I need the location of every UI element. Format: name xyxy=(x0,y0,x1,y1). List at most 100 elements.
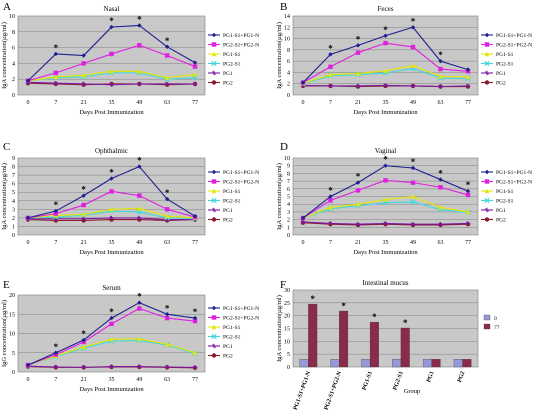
legend-marker xyxy=(211,324,217,330)
data-point xyxy=(192,350,198,355)
legend-marker xyxy=(211,42,217,47)
legend-label: 0 xyxy=(494,316,497,322)
data-point xyxy=(438,177,443,182)
legend-label: PG1-S1 xyxy=(223,325,241,331)
data-point xyxy=(355,71,361,76)
legend-label: PG1 xyxy=(223,208,233,214)
data-point xyxy=(164,196,170,202)
data-point xyxy=(137,193,142,198)
bar xyxy=(431,359,441,368)
data-point xyxy=(383,68,388,73)
data-point xyxy=(109,215,114,221)
legend-marker xyxy=(211,169,217,175)
y-tick-label: 0 xyxy=(12,93,15,99)
legend-label: PG2 xyxy=(223,81,233,87)
x-tick-label: 63 xyxy=(164,240,170,246)
legend-marker xyxy=(484,217,490,222)
legend-label: PG1 xyxy=(496,208,506,214)
data-point xyxy=(438,66,443,72)
y-axis-label: IgA concentration(µg/ml) xyxy=(276,163,283,230)
data-point xyxy=(192,64,198,69)
data-point xyxy=(438,84,443,89)
y-tick-label: 20 xyxy=(284,314,290,320)
legend-label: PG1-S1+PG1-N xyxy=(223,33,259,39)
x-tick-label: 35 xyxy=(109,100,115,106)
legend-label: PG2 xyxy=(223,354,233,360)
data-point xyxy=(465,83,471,89)
data-point xyxy=(192,318,198,324)
y-tick-label: 4 xyxy=(287,202,290,208)
significance-star: * xyxy=(137,156,142,166)
data-point xyxy=(164,342,170,347)
panel-letter: D xyxy=(280,141,288,153)
data-point xyxy=(109,207,114,212)
chart-title: Intestinal mucus xyxy=(362,279,408,287)
data-point xyxy=(192,81,198,87)
legend-marker xyxy=(211,217,217,222)
data-point xyxy=(81,216,86,221)
y-tick-label: 6 xyxy=(287,59,290,65)
data-point xyxy=(328,194,333,199)
data-point xyxy=(438,222,443,227)
y-tick-label: 12 xyxy=(284,25,290,31)
chart-title: Nasal xyxy=(104,5,120,13)
y-tick-label: 1 xyxy=(287,225,290,231)
y-tick-label: 0 xyxy=(287,365,290,371)
data-point xyxy=(300,80,306,85)
data-point xyxy=(137,69,142,74)
x-tick-label: 21 xyxy=(355,100,361,106)
y-tick-label: 20 xyxy=(9,293,15,299)
significance-star: * xyxy=(81,185,86,195)
significance-star: * xyxy=(328,186,333,196)
significance-star: * xyxy=(109,16,114,26)
data-point xyxy=(383,197,388,202)
y-tick-label: 30 xyxy=(284,288,290,294)
data-point xyxy=(109,24,114,30)
x-tick-label: PG1-S1 xyxy=(362,371,374,392)
data-point xyxy=(164,44,170,50)
x-tick-label: 0 xyxy=(302,100,305,106)
data-point xyxy=(410,165,416,171)
data-point xyxy=(164,312,170,317)
data-point xyxy=(465,209,471,215)
y-tick-label: 5 xyxy=(12,190,15,196)
data-point xyxy=(164,75,170,80)
significance-star: * xyxy=(109,168,114,178)
y-tick-label: 2 xyxy=(287,82,290,88)
data-point xyxy=(192,365,198,370)
y-tick-label: 5 xyxy=(287,195,290,201)
x-axis-label: Group xyxy=(404,388,421,395)
x-tick-label: 35 xyxy=(109,240,115,246)
x-tick-label: PG2-S1+PG2-N xyxy=(324,370,344,411)
legend-label: PG2-S1+PG2-N xyxy=(223,43,259,49)
data-point xyxy=(53,74,59,80)
legend-label: PG1-S1+PG1-N xyxy=(223,306,259,312)
legend-label: PG1-S1 xyxy=(223,52,241,58)
legend-label: PG1 xyxy=(223,71,233,77)
data-point xyxy=(355,50,361,55)
legend-label: PG1-S1+PG1-N xyxy=(496,33,532,39)
y-tick-label: 14 xyxy=(284,14,290,20)
y-tick-label: 6 xyxy=(287,187,290,193)
data-point xyxy=(328,205,333,210)
data-point xyxy=(383,178,388,183)
bar xyxy=(330,359,340,368)
panel-c-ophthalmic: C Ophthalmic 0 1 2 3 4 5 6 7 8 9 IgA concentration(µ… xyxy=(1,141,259,256)
significance-star: * xyxy=(372,312,377,322)
data-point xyxy=(109,176,114,181)
data-point xyxy=(81,81,86,87)
data-point xyxy=(410,180,416,185)
y-tick-label: 0 xyxy=(12,233,15,239)
legend-marker xyxy=(484,188,490,194)
significance-star: * xyxy=(54,200,59,210)
y-tick-label: 7 xyxy=(287,179,290,185)
data-point xyxy=(438,205,443,210)
y-tick-label: 10 xyxy=(9,332,15,338)
legend-marker xyxy=(211,197,217,204)
data-point xyxy=(465,192,471,198)
legend-label: PG1 xyxy=(496,71,506,77)
significance-star: * xyxy=(165,36,170,46)
data-point xyxy=(300,215,306,221)
data-point xyxy=(53,208,59,214)
legend-label: 77 xyxy=(494,325,500,331)
